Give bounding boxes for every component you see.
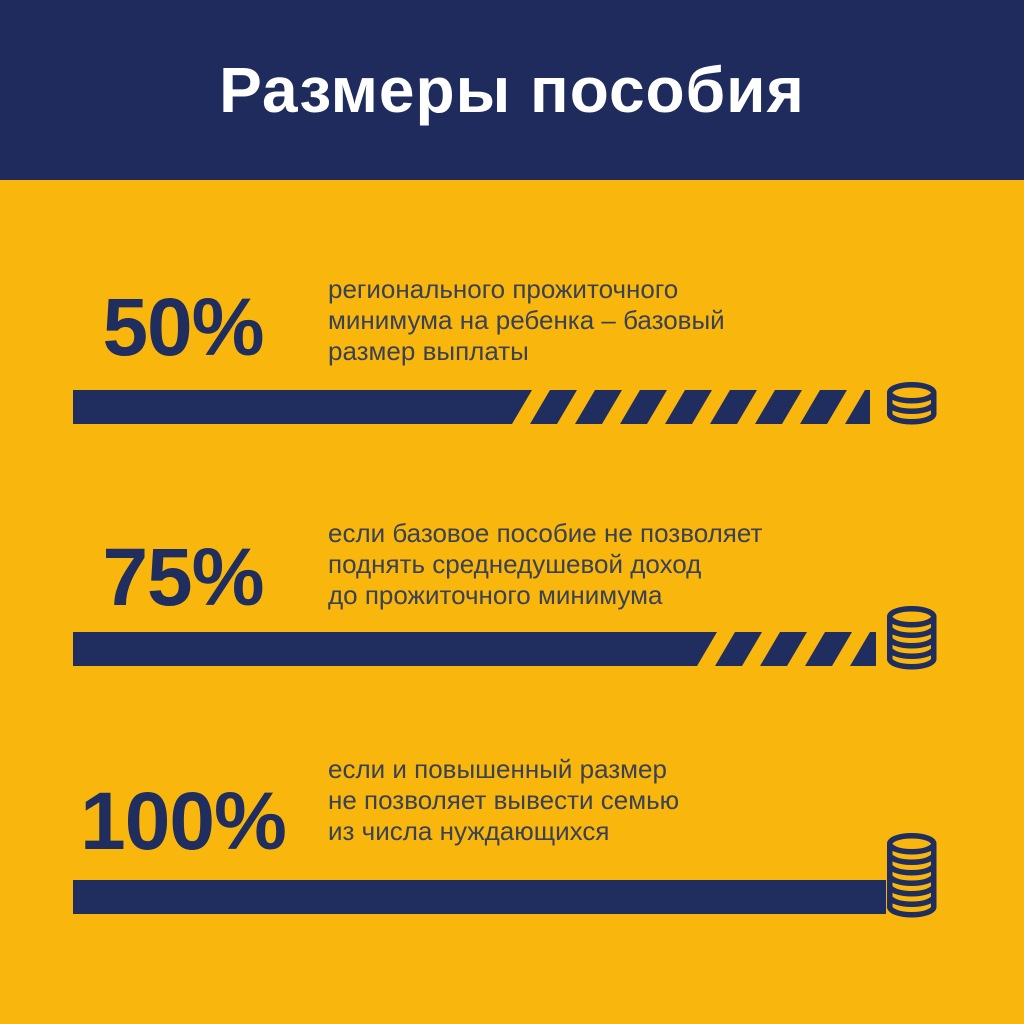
description-line: из числа нуждающихся [328, 816, 610, 846]
progress-bar-100 [73, 880, 886, 914]
description-line: размер выплаты [328, 336, 529, 366]
percent-value: 100% [80, 776, 287, 867]
header: Размеры пособия [0, 0, 1024, 180]
page-title: Размеры пособия [219, 54, 805, 126]
description-line: если и повышенный размер [328, 754, 667, 784]
percent-value: 50% [102, 282, 264, 373]
progress-bar-75 [73, 632, 876, 666]
benefit-tier-50: 50% регионального прожиточного минимума … [0, 270, 1024, 450]
progress-bar-50 [73, 390, 870, 424]
benefit-tier-100: 100% если и повышенный размер не позволя… [0, 754, 1024, 934]
percent-value: 75% [102, 532, 264, 623]
coin-stack-icon [887, 606, 937, 670]
coin-stack-icon [887, 382, 937, 425]
description-line: регионального прожиточного [328, 274, 679, 304]
description-line: если базовое пособие не позволяет [328, 518, 763, 548]
benefit-tier-75: 75% если базовое пособие не позволяет по… [0, 516, 1024, 696]
percent-description: регионального прожиточного минимума на р… [328, 274, 725, 367]
description-line: не позволяет вывести семью [328, 785, 680, 815]
description-line: поднять среднедушевой доход [328, 549, 702, 579]
description-line: минимума на ребенка – базовый [328, 305, 725, 335]
percent-description: если и повышенный размер не позволяет вы… [328, 754, 679, 847]
coin-stack-icon [887, 833, 937, 918]
percent-description: если базовое пособие не позволяет поднят… [328, 518, 762, 611]
description-line: до прожиточного минимума [328, 580, 663, 610]
